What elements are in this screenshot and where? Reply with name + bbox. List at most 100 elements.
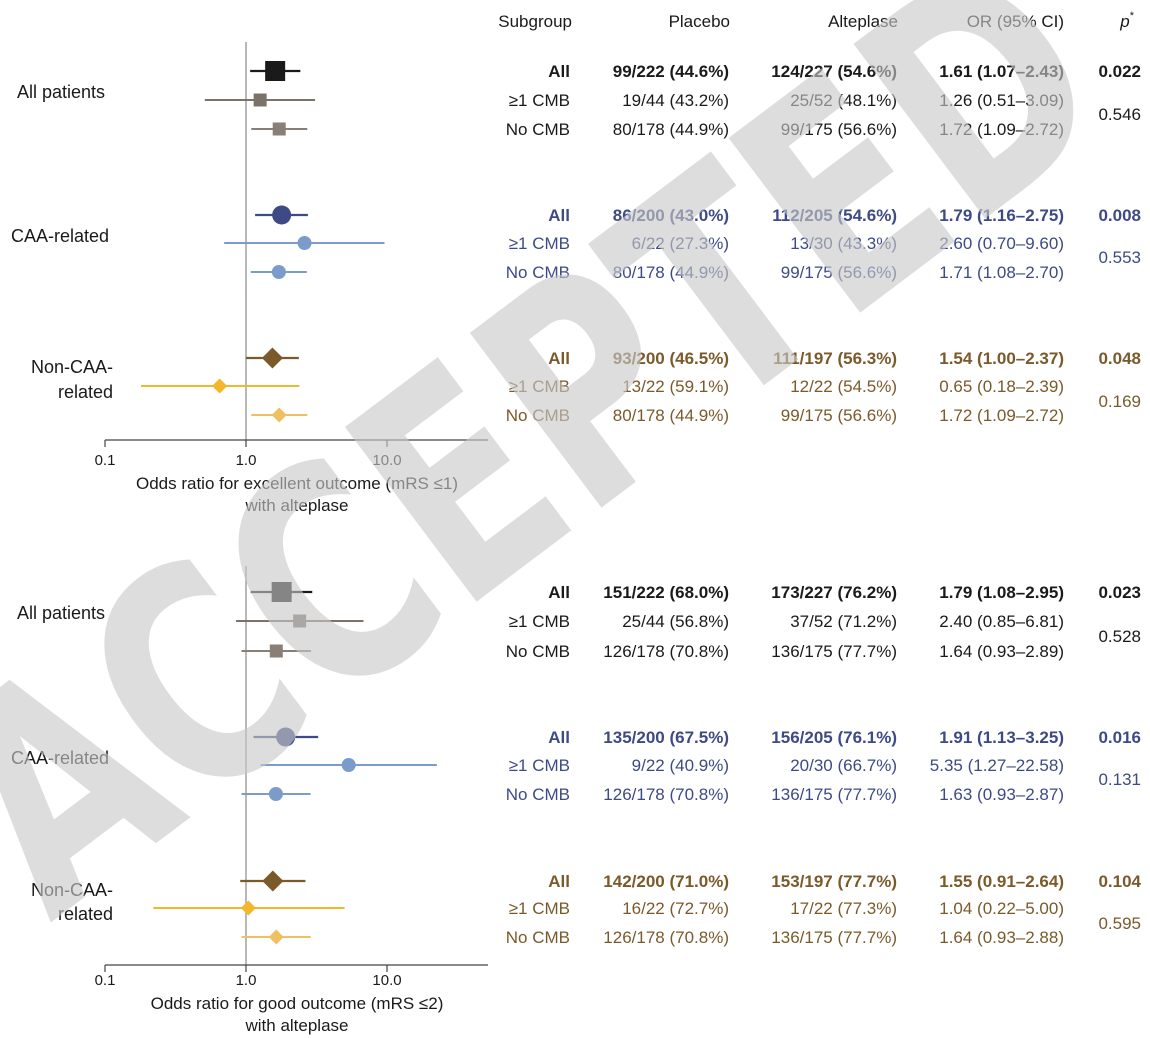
x-tick-label: 0.1 xyxy=(95,972,116,989)
header-p: p* xyxy=(1119,10,1134,31)
group-caa: CAA-related All 86/200 (43.0%) 112/205 (54.… xyxy=(11,205,1141,282)
x-tick-label: 10.0 xyxy=(372,972,401,989)
row-placebo-value: 126/178 (70.8%) xyxy=(603,785,729,804)
header-p-sup: * xyxy=(1130,10,1135,22)
point-estimate-circle xyxy=(271,265,286,279)
point-estimate-square xyxy=(272,122,286,136)
row-subgroup-label: No CMB xyxy=(506,120,570,139)
table-header: Subgroup Placebo Alteplase OR (95% CI) p… xyxy=(498,10,1134,31)
row-placebo-value: 80/178 (44.9%) xyxy=(613,263,729,282)
row-placebo-value: 99/222 (44.6%) xyxy=(613,62,729,81)
x-tick-label: 0.1 xyxy=(95,452,116,469)
row-or-value: 1.64 (0.93–2.89) xyxy=(939,642,1064,661)
point-estimate-diamond xyxy=(268,929,284,945)
p-value-interaction: 0.131 xyxy=(1098,770,1141,789)
row-alteplase-value: 136/175 (77.7%) xyxy=(771,785,897,804)
header-alteplase: Alteplase xyxy=(828,12,898,31)
row-or-value: 5.35 (1.27–22.58) xyxy=(930,756,1064,775)
row-subgroup-label: ≥1 CMB xyxy=(509,612,570,631)
row-alteplase-value: 13/30 (43.3%) xyxy=(790,234,897,253)
row-subgroup-label: All xyxy=(548,728,570,747)
row-alteplase-value: 99/175 (56.6%) xyxy=(781,263,897,282)
row-alteplase-value: 37/52 (71.2%) xyxy=(790,612,897,631)
row-alteplase-value: 25/52 (48.1%) xyxy=(790,91,897,110)
row-alteplase-value: 17/22 (77.3%) xyxy=(790,899,897,918)
row-placebo-value: 80/178 (44.9%) xyxy=(613,406,729,425)
row-alteplase-value: 136/175 (77.7%) xyxy=(771,642,897,661)
row-subgroup-label: No CMB xyxy=(506,785,570,804)
row-alteplase-value: 99/175 (56.6%) xyxy=(781,120,897,139)
p-value-interaction: 0.595 xyxy=(1098,914,1141,933)
p-value-main: 0.022 xyxy=(1098,62,1141,81)
row-subgroup-label: All xyxy=(548,206,570,225)
row-alteplase-value: 111/197 (56.3%) xyxy=(773,349,897,368)
row-placebo-value: 6/22 (27.3%) xyxy=(632,234,729,253)
row-subgroup-label: No CMB xyxy=(506,928,570,947)
point-estimate-circle xyxy=(276,727,296,747)
row-subgroup-label: No CMB xyxy=(506,406,570,425)
row-or-value: 1.64 (0.93–2.88) xyxy=(939,928,1064,947)
p-value-main: 0.023 xyxy=(1098,583,1141,602)
row-placebo-value: 13/22 (59.1%) xyxy=(622,377,729,396)
group-name-label: related xyxy=(58,904,113,924)
row-or-value: 1.72 (1.09–2.72) xyxy=(939,406,1064,425)
row-or-value: 1.54 (1.00–2.37) xyxy=(939,349,1064,368)
x-tick-label: 1.0 xyxy=(236,452,257,469)
row-subgroup-label: All xyxy=(548,872,570,891)
row-or-value: 2.40 (0.85–6.81) xyxy=(939,612,1064,631)
row-placebo-value: 135/200 (67.5%) xyxy=(603,728,729,747)
p-value-interaction: 0.546 xyxy=(1098,105,1141,124)
row-or-value: 1.55 (0.91–2.64) xyxy=(939,872,1064,891)
row-alteplase-value: 156/205 (76.1%) xyxy=(771,728,897,747)
point-estimate-diamond xyxy=(261,347,283,369)
x-axis-label: with alteplase xyxy=(244,496,348,515)
row-placebo-value: 126/178 (70.8%) xyxy=(603,928,729,947)
row-or-value: 1.91 (1.13–3.25) xyxy=(939,728,1064,747)
x-axis-label: Odds ratio for good outcome (mRS ≤2) xyxy=(151,994,444,1013)
row-subgroup-label: ≥1 CMB xyxy=(509,756,570,775)
row-subgroup-label: ≥1 CMB xyxy=(509,91,570,110)
group-name-label: Non-CAA- xyxy=(31,357,113,377)
accepted-watermark: ACCEPTED xyxy=(0,0,1150,980)
p-value-interaction: 0.553 xyxy=(1098,248,1141,267)
point-estimate-square xyxy=(253,93,267,107)
row-alteplase-value: 173/227 (76.2%) xyxy=(771,583,897,602)
group-all_patients: All patients All 99/222 (44.6%) 124/227 (54… xyxy=(17,61,1141,139)
row-alteplase-value: 153/197 (77.7%) xyxy=(771,872,897,891)
row-or-value: 1.26 (0.51–3.09) xyxy=(939,91,1064,110)
row-placebo-value: 19/44 (43.2%) xyxy=(622,91,729,110)
group-caa: CAA-related All 135/200 (67.5%) 156/205 (76… xyxy=(11,727,1141,804)
p-value-interaction: 0.528 xyxy=(1098,627,1141,646)
p-value-main: 0.008 xyxy=(1098,206,1141,225)
x-axis-label: Odds ratio for excellent outcome (mRS ≤1… xyxy=(136,474,458,493)
group-noncaa: Non-CAA-related All 142/200 (71.0%) 153/197… xyxy=(31,870,1142,947)
point-estimate-diamond xyxy=(262,870,284,892)
p-value-main: 0.104 xyxy=(1098,872,1141,891)
row-placebo-value: 25/44 (56.8%) xyxy=(622,612,729,631)
forest-panel-2: 0.1 1.0 10.0 Odds ratio for good outcome (m… xyxy=(11,566,1142,1035)
point-estimate-square xyxy=(269,644,283,658)
row-placebo-value: 86/200 (43.0%) xyxy=(613,206,729,225)
p-value-interaction: 0.169 xyxy=(1098,392,1141,411)
row-placebo-value: 93/200 (46.5%) xyxy=(613,349,729,368)
group-name-label: CAA-related xyxy=(11,226,109,246)
row-or-value: 1.72 (1.09–2.72) xyxy=(939,120,1064,139)
point-estimate-circle xyxy=(341,758,356,772)
point-estimate-circle xyxy=(272,205,292,225)
group-name-label: Non-CAA- xyxy=(31,880,113,900)
row-placebo-value: 126/178 (70.8%) xyxy=(603,642,729,661)
row-or-value: 1.04 (0.22–5.00) xyxy=(939,899,1064,918)
row-subgroup-label: All xyxy=(548,349,570,368)
p-value-main: 0.048 xyxy=(1098,349,1141,368)
row-subgroup-label: All xyxy=(548,62,570,81)
group-all_patients: All patients All 151/222 (68.0%) 173/227 (7… xyxy=(17,582,1141,661)
row-subgroup-label: No CMB xyxy=(506,642,570,661)
point-estimate-square xyxy=(293,614,307,628)
point-estimate-circle xyxy=(268,787,283,801)
p-value-main: 0.016 xyxy=(1098,728,1141,747)
row-placebo-value: 142/200 (71.0%) xyxy=(603,872,729,891)
point-estimate-diamond xyxy=(271,407,287,423)
group-name-label: related xyxy=(58,382,113,402)
row-subgroup-label: All xyxy=(548,583,570,602)
x-axis-label: with alteplase xyxy=(244,1016,348,1035)
